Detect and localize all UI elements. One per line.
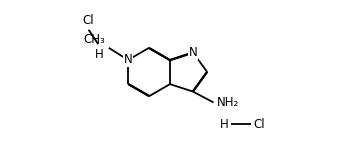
Text: N: N xyxy=(189,46,197,59)
Text: NH₂: NH₂ xyxy=(216,96,239,109)
Text: Cl: Cl xyxy=(253,117,265,130)
Text: H: H xyxy=(220,117,229,130)
Text: N: N xyxy=(124,53,132,66)
Text: CH₃: CH₃ xyxy=(83,33,105,46)
Text: Cl: Cl xyxy=(83,14,94,27)
Text: H: H xyxy=(95,48,104,61)
